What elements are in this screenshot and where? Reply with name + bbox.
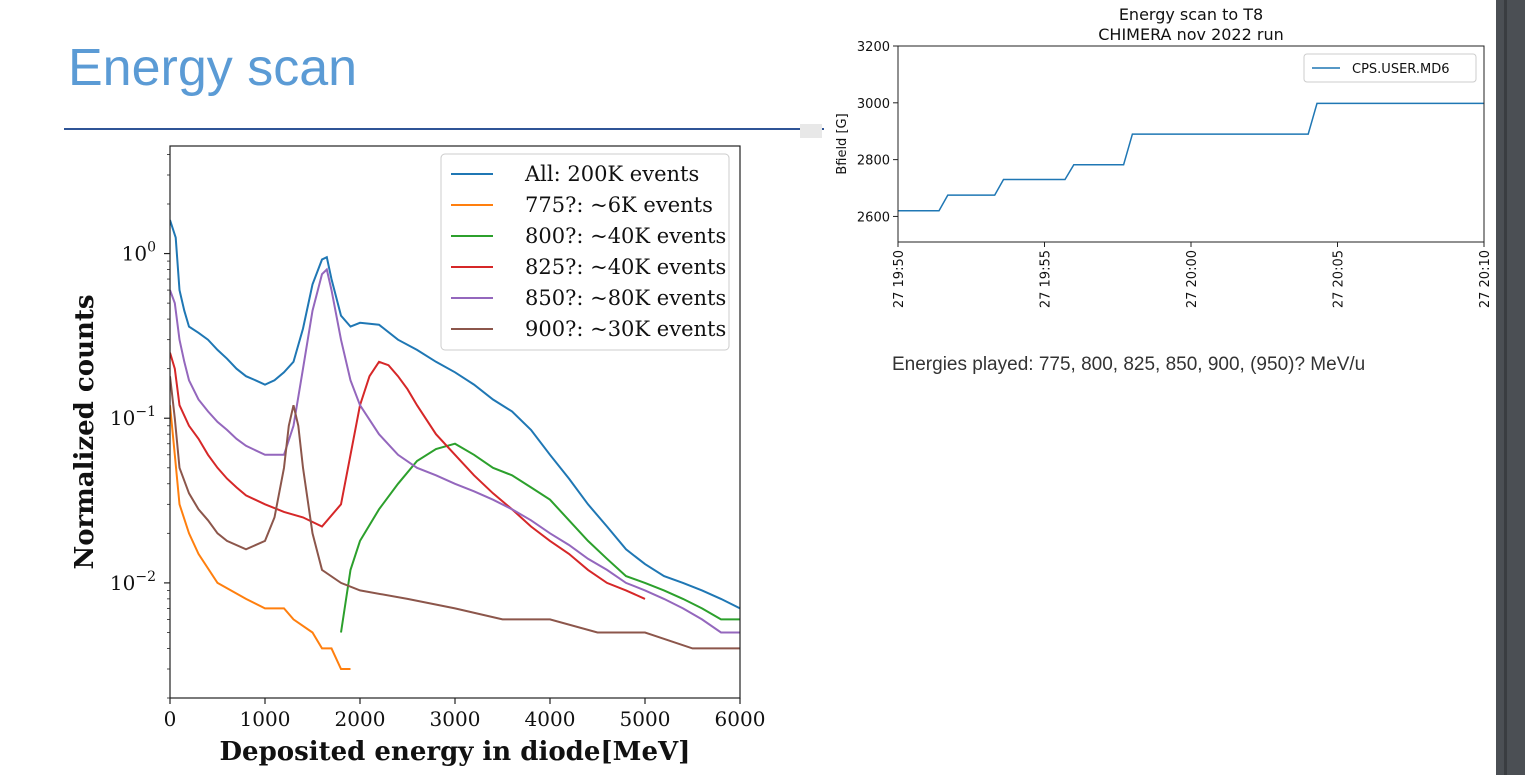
bfield-x-tick-label: 27 19:50 bbox=[892, 250, 907, 308]
y-tick-exponent: −2 bbox=[135, 569, 156, 585]
histogram-x-tick-label: 1000 bbox=[240, 707, 291, 731]
y-tick-exponent: −1 bbox=[135, 404, 156, 420]
histogram-legend-label-3: 800?: ~40K events bbox=[525, 224, 726, 248]
bfield-legend-box bbox=[1303, 53, 1477, 83]
histogram-series-group bbox=[170, 219, 740, 670]
bfield-x-tick-label: 27 20:00 bbox=[1185, 250, 1200, 308]
histogram-x-tick-label: 5000 bbox=[620, 707, 671, 731]
histogram-series-line-2 bbox=[170, 405, 351, 670]
histogram-series-line-1 bbox=[170, 219, 740, 610]
right-edge-bar-accent bbox=[1504, 0, 1507, 775]
histogram-legend-box bbox=[440, 153, 730, 351]
histogram-y-tick-label: 10−1 bbox=[110, 404, 156, 430]
bfield-x-tick-label: 27 19:55 bbox=[1039, 250, 1054, 308]
bfield-y-axis-label: Bfield [G] bbox=[835, 113, 850, 174]
histogram-legend-label-2: 775?: ~6K events bbox=[525, 193, 713, 217]
title-divider bbox=[64, 128, 824, 130]
bfield-y-tick-label: 2800 bbox=[857, 154, 890, 169]
histogram-x-tick-label: 0 bbox=[164, 707, 177, 731]
bfield-legend-label: CPS.USER.MD6 bbox=[1352, 62, 1449, 77]
histogram-x-tick-label: 6000 bbox=[715, 707, 766, 731]
bfield-chart-title: Energy scan to T8 bbox=[1119, 5, 1263, 24]
histogram-x-tick-label: 3000 bbox=[430, 707, 481, 731]
histogram-y-tick-label: 100 bbox=[122, 240, 156, 266]
histogram-series-line-4 bbox=[170, 352, 646, 600]
histogram-series-line-6 bbox=[170, 376, 740, 650]
y-tick-base: 10 bbox=[122, 242, 147, 266]
bfield-y-tick-label: 3000 bbox=[857, 97, 890, 112]
histogram-x-axis-label: Deposited energy in diode[MeV] bbox=[220, 737, 691, 767]
histogram-x-tick-label: 4000 bbox=[525, 707, 576, 731]
bfield-y-tick-label: 2600 bbox=[857, 210, 890, 225]
bfield-x-tick-label: 27 20:10 bbox=[1478, 250, 1493, 308]
bfield-series-line-1 bbox=[898, 102, 1484, 212]
histogram-series-line-5 bbox=[170, 267, 740, 634]
y-tick-base: 10 bbox=[110, 571, 135, 595]
slide-title: Energy scan bbox=[68, 39, 358, 97]
bfield-x-tick-label: 27 20:05 bbox=[1332, 250, 1347, 308]
bfield-y-tick-label: 3200 bbox=[857, 40, 890, 55]
histogram-legend-label-6: 900?: ~30K events bbox=[525, 317, 726, 341]
histogram-legend-label-5: 850?: ~80K events bbox=[525, 286, 726, 310]
y-tick-base: 10 bbox=[110, 406, 135, 430]
energy-histogram-chart: 0 1000 2000 3000 4000 5000 600010−210−1100Depo… bbox=[70, 145, 766, 767]
bfield-chart-subtitle: CHIMERA nov 2022 run bbox=[1098, 25, 1283, 44]
y-tick-exponent: 0 bbox=[147, 240, 156, 256]
histogram-y-axis-label: Normalized counts bbox=[70, 294, 100, 569]
divider-highlight bbox=[800, 124, 822, 138]
energies-played-note: Energies played: 775, 800, 825, 850, 900… bbox=[892, 354, 1366, 375]
histogram-legend-label-4: 825?: ~40K events bbox=[525, 255, 726, 279]
histogram-series-line-3 bbox=[340, 442, 740, 633]
histogram-legend-label-1: All: 200K events bbox=[524, 162, 699, 186]
right-edge-bar bbox=[1496, 0, 1525, 775]
histogram-x-tick-label: 2000 bbox=[335, 707, 386, 731]
histogram-y-tick-label: 10−2 bbox=[110, 569, 156, 595]
